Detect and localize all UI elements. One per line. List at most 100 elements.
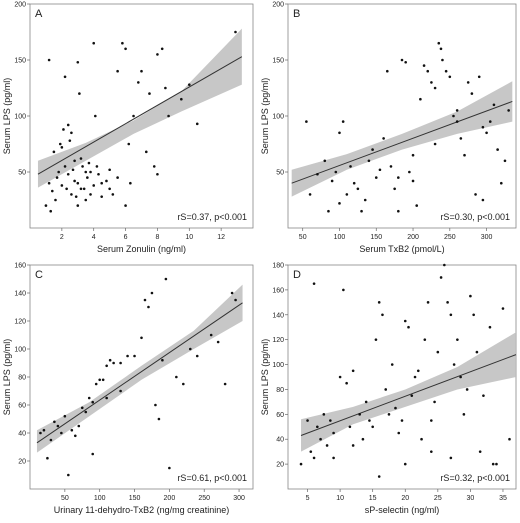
data-point — [371, 425, 374, 429]
data-point — [147, 305, 150, 309]
data-point — [367, 159, 371, 163]
data-point — [82, 187, 86, 191]
panel-c: 50 100 150 200 250 300 20 40 60 80 100 120 140 160 CrS… — [2, 263, 254, 515]
data-point — [322, 413, 326, 416]
data-point — [92, 41, 96, 45]
data-point — [95, 165, 99, 168]
data-point — [430, 419, 433, 422]
y-tick-label: 200 — [14, 2, 26, 9]
data-point — [84, 170, 88, 174]
y-axis-title: Serum LPS (pg/ml) — [260, 78, 270, 155]
data-point — [419, 97, 422, 101]
data-point — [127, 142, 131, 146]
data-point — [234, 30, 237, 34]
data-point — [152, 165, 156, 168]
data-point — [306, 419, 309, 422]
data-point — [84, 198, 88, 202]
data-point — [423, 338, 427, 341]
data-point — [397, 209, 400, 213]
data-point — [426, 301, 430, 304]
data-point — [466, 81, 470, 84]
data-point — [70, 193, 73, 196]
data-point — [76, 181, 80, 185]
data-point — [488, 325, 492, 329]
data-point — [426, 69, 430, 73]
data-point — [121, 41, 124, 45]
data-point — [105, 179, 108, 183]
data-point — [119, 361, 122, 365]
y-axis-title: Serum LPS (pg/ml) — [2, 78, 12, 155]
data-point — [63, 165, 67, 168]
data-point — [374, 338, 378, 341]
data-point — [422, 64, 426, 67]
data-point — [444, 69, 448, 73]
data-point — [508, 437, 511, 441]
y-tick-label: 160 — [272, 287, 284, 294]
y-tick-label: 80 — [276, 387, 284, 394]
data-point — [108, 187, 111, 191]
data-point — [465, 388, 469, 391]
data-point — [407, 325, 410, 329]
data-point — [150, 291, 154, 295]
data-point — [49, 209, 53, 213]
data-point — [415, 204, 419, 207]
data-point — [360, 209, 363, 213]
data-point — [63, 414, 67, 418]
y-tick-label: 100 — [14, 114, 26, 121]
data-point — [495, 462, 498, 466]
data-point — [58, 142, 62, 146]
data-point — [91, 452, 95, 456]
y-tick-label: 140 — [14, 291, 26, 298]
data-point — [338, 131, 341, 135]
x-tick-label: 100 — [94, 495, 106, 502]
data-point — [223, 382, 227, 386]
y-tick-label: 40 — [276, 437, 284, 444]
data-point — [62, 128, 65, 131]
data-point — [371, 148, 374, 151]
data-point — [351, 369, 355, 373]
data-point — [209, 333, 213, 337]
x-tick-label: 200 — [164, 495, 176, 502]
data-point — [60, 146, 64, 149]
y-axis-title: Serum LPS (pg/ml) — [260, 339, 270, 416]
y-tick-label: 80 — [18, 375, 26, 382]
data-point — [94, 114, 97, 118]
data-point — [65, 187, 68, 191]
data-point — [368, 419, 371, 422]
data-point — [119, 389, 122, 393]
data-point — [452, 363, 456, 366]
data-point — [79, 157, 83, 160]
data-point — [89, 170, 92, 174]
y-tick-label: 50 — [276, 170, 284, 177]
data-point — [499, 181, 503, 185]
x-tick-label: 2 — [60, 234, 64, 241]
data-point — [491, 462, 495, 466]
regression-line — [37, 56, 243, 175]
confidence-band — [36, 284, 243, 453]
data-point — [319, 437, 322, 441]
data-point — [92, 184, 96, 187]
data-point — [449, 313, 453, 317]
data-point — [195, 122, 199, 126]
regression-line — [300, 354, 517, 436]
data-point — [316, 172, 319, 176]
data-point — [182, 382, 185, 386]
data-point — [187, 83, 191, 86]
data-point — [133, 354, 136, 358]
data-point — [116, 176, 119, 179]
regression-line — [291, 100, 513, 184]
data-point — [70, 131, 73, 135]
x-tick-label: 150 — [129, 495, 141, 502]
data-point — [377, 475, 381, 478]
confidence-band — [301, 332, 516, 452]
data-point — [351, 444, 355, 447]
data-point — [389, 165, 393, 168]
y-tick-label: 160 — [14, 263, 26, 270]
data-point — [478, 450, 482, 453]
correlation-annotation: rS=0.37, p<0.001 — [177, 212, 247, 222]
data-point — [459, 375, 462, 379]
panel-letter: A — [35, 8, 43, 20]
data-point — [345, 193, 349, 196]
data-point — [413, 375, 417, 379]
data-point — [330, 179, 334, 183]
